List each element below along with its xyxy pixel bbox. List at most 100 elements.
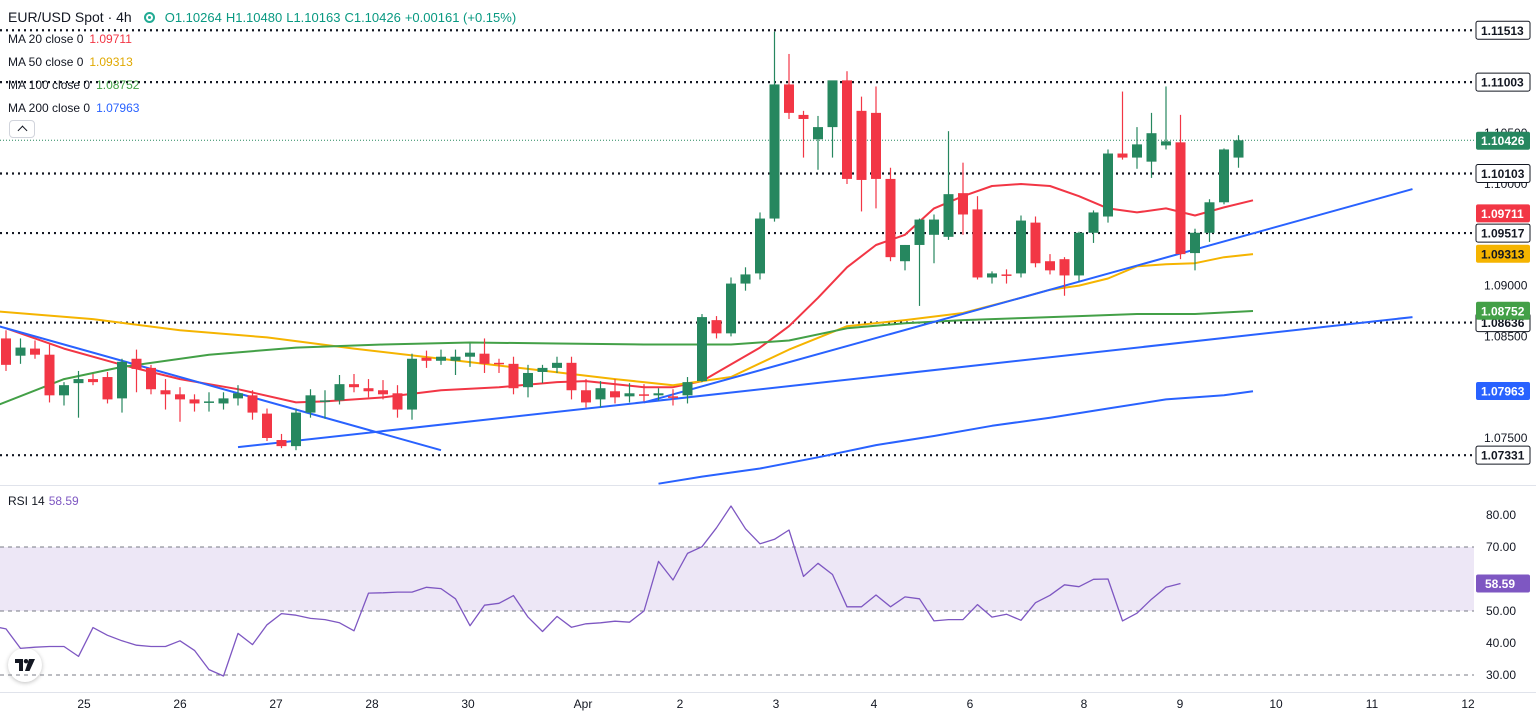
ma200-badge-bg [1476, 381, 1530, 400]
candle-body [392, 393, 403, 410]
time-tick-label: 28 [365, 697, 379, 711]
candle-body [1117, 153, 1128, 158]
candle-body [856, 110, 867, 180]
ma200-legend[interactable]: MA 200 close 0 1.07963 [8, 101, 139, 115]
ma100-badge: 1.08752 [1481, 304, 1525, 318]
time-tick-label: 4 [871, 697, 878, 711]
price-tick-label: 1.09000 [1484, 279, 1528, 293]
candle-body [537, 367, 548, 372]
market-status-icon [143, 11, 155, 23]
candle-body [1103, 153, 1113, 217]
candle-body [639, 394, 649, 396]
candle-body [479, 353, 490, 364]
time-tick-label: 10 [1269, 697, 1283, 711]
ma50-legend[interactable]: MA 50 close 0 1.09313 [8, 55, 133, 69]
ma50-value: 1.09313 [89, 55, 133, 69]
candles-group [1, 31, 1244, 451]
ma100-legend[interactable]: MA 100 close 0 1.08752 [8, 78, 139, 92]
ma200-value: 1.07963 [96, 101, 140, 115]
rsi-tick-label: 30.00 [1486, 668, 1516, 682]
rsi-band [0, 547, 1474, 611]
candle-body [204, 401, 214, 403]
candle-body [1204, 202, 1215, 233]
tradingview-logo[interactable] [8, 648, 42, 682]
time-tick-label: 26 [173, 697, 187, 711]
ma20-value: 1.09711 [89, 32, 132, 46]
candle-body [566, 362, 577, 391]
candle-body [595, 388, 606, 400]
candle-body [769, 84, 780, 219]
level-badge-bg [1475, 72, 1531, 92]
ma100-label: MA 100 close 0 [8, 78, 91, 92]
ma20-badge-bg [1476, 204, 1530, 223]
collapse-legend-button[interactable] [9, 120, 35, 138]
ma50-badge-bg [1476, 244, 1530, 263]
level-badge: 1.11003 [1481, 76, 1524, 90]
ma200-line [658, 390, 1254, 485]
ma20-legend[interactable]: MA 20 close 0 1.09711 [8, 32, 132, 46]
time-tick-label: 9 [1177, 697, 1184, 711]
time-tick-label: 6 [967, 697, 974, 711]
rsi-tick-label: 40.00 [1486, 636, 1516, 650]
ma200-badge: 1.07963 [1481, 384, 1525, 398]
ohlc-open: O1.10264 [164, 9, 222, 25]
candle-body [436, 356, 446, 361]
level-badge-bg [1475, 223, 1531, 243]
ma50-label: MA 50 close 0 [8, 55, 84, 69]
ma100-line [0, 310, 1254, 406]
price-change: +0.00161 (+0.15%) [404, 9, 517, 25]
candle-body [958, 193, 968, 215]
candle-body [900, 244, 910, 262]
rsi-legend[interactable]: RSI 14 58.59 [8, 494, 79, 508]
tradingview-logo-icon [15, 659, 35, 671]
candle-body [320, 400, 330, 402]
candle-body [175, 394, 185, 400]
candle-body [726, 283, 736, 334]
ma50-line [0, 253, 1254, 387]
candle-body [450, 356, 461, 361]
candle-body [218, 398, 229, 404]
time-tick-label: Apr [574, 697, 593, 711]
candle-body [291, 412, 301, 447]
candle-body [508, 363, 519, 389]
candle-body [1, 338, 11, 365]
candle-body [1132, 144, 1142, 158]
candle-body [1161, 141, 1171, 146]
candle-body [523, 372, 533, 388]
time-tick-label: 12 [1461, 697, 1475, 711]
price-tick-label: 1.07500 [1484, 431, 1528, 445]
candle-body [146, 367, 156, 390]
level-badge: 1.07331 [1481, 449, 1525, 463]
symbol-title[interactable]: EUR/USD Spot · 4h [8, 9, 132, 25]
rsi-tick-label: 80.00 [1486, 508, 1516, 522]
ma100-badge-bg [1476, 301, 1530, 320]
time-tick-label: 2 [677, 697, 684, 711]
time-tick-label: 27 [269, 697, 283, 711]
candle-body [987, 273, 997, 278]
candle-body [1219, 149, 1229, 203]
candle-body [1016, 220, 1026, 274]
level-badge-bg [1475, 445, 1531, 465]
candle-body [929, 219, 939, 235]
candle-body [668, 396, 678, 398]
candle-body [755, 218, 765, 274]
level-badge-bg [1475, 164, 1531, 184]
rsi-value-badge: 58.59 [1485, 577, 1515, 591]
candle-body [276, 440, 287, 447]
level-badge: 1.09517 [1481, 227, 1525, 241]
candle-body [885, 178, 896, 258]
ohlc-low: L1.10163 [286, 9, 341, 25]
candle-body [131, 358, 142, 369]
time-tick-label: 25 [77, 697, 91, 711]
price-tick-label: 1.08500 [1484, 329, 1528, 343]
candle-body [233, 393, 243, 399]
candle-body [1088, 212, 1099, 233]
time-tick-label: 3 [773, 697, 780, 711]
ma50-badge: 1.09313 [1481, 247, 1525, 261]
candle-body [740, 274, 751, 284]
candle-body [247, 395, 258, 413]
candle-body [914, 219, 925, 245]
candle-body [581, 390, 591, 403]
rsi-line [0, 505, 1181, 677]
